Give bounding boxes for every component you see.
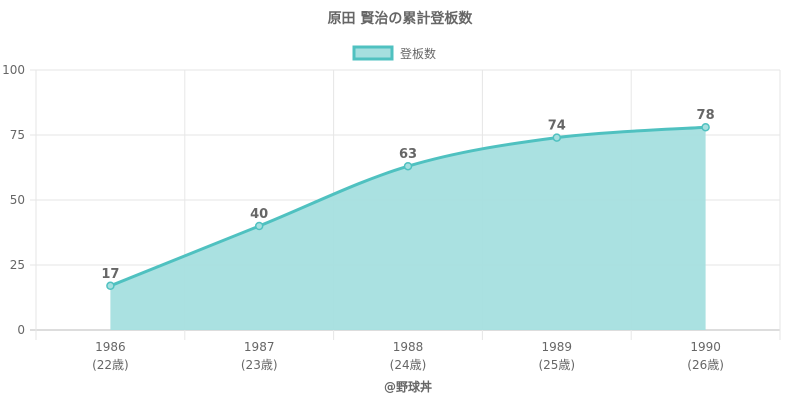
series-area xyxy=(110,127,706,330)
data-point xyxy=(701,122,710,132)
y-axis: 0 25 50 75 100 xyxy=(2,63,25,337)
data-label: 78 xyxy=(697,108,715,123)
data-label: 40 xyxy=(250,207,268,222)
data-label: 74 xyxy=(548,119,566,134)
data-point xyxy=(403,161,413,171)
x-tick-sublabel: (23歳) xyxy=(241,358,278,372)
legend-swatch xyxy=(352,45,394,61)
data-label: 63 xyxy=(399,147,417,162)
legend[interactable]: 登板数 xyxy=(352,45,436,61)
y-tick-label: 0 xyxy=(17,323,25,337)
data-point xyxy=(552,133,562,142)
legend-label: 登板数 xyxy=(400,46,436,61)
data-label: 17 xyxy=(101,267,119,282)
y-tick-label: 100 xyxy=(2,63,25,77)
x-tick-label: 1988 xyxy=(393,340,424,354)
x-tick-sublabel: (24歳) xyxy=(390,358,427,372)
y-tick-label: 50 xyxy=(10,193,25,207)
x-tick-label: 1986 xyxy=(95,340,126,354)
series-layer xyxy=(106,122,710,330)
y-tick-label: 25 xyxy=(10,258,25,272)
data-labels: 17 40 63 74 78 xyxy=(101,108,714,282)
x-axis: 1986 (22歳) 1987 (23歳) 1988 (24歳) 1989 (25歳) 1990… xyxy=(92,340,724,372)
data-point xyxy=(254,221,264,231)
x-tick-label: 1990 xyxy=(690,340,721,354)
x-tick-sublabel: (25歳) xyxy=(538,358,575,372)
chart-title: 原田 賢治の累計登板数 xyxy=(328,10,474,27)
footer-credit: @野球丼 xyxy=(384,379,432,394)
x-tick-sublabel: (26歳) xyxy=(687,358,724,372)
x-tick-label: 1987 xyxy=(244,340,275,354)
y-tick-label: 75 xyxy=(10,128,25,142)
x-tick-sublabel: (22歳) xyxy=(92,358,129,372)
x-tick-label: 1989 xyxy=(542,340,573,354)
data-point xyxy=(106,281,115,291)
